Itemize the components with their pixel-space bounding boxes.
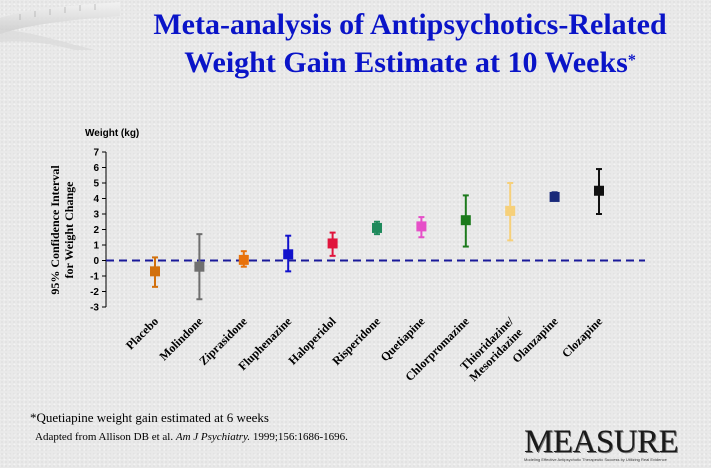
- error-bar-thioridazine: [505, 182, 516, 242]
- mean-marker: [594, 185, 604, 196]
- mean-marker: [460, 215, 471, 226]
- y-axis-ticks: 7 6 5 4 3 2 1 0 -1 -2 -3: [90, 148, 106, 314]
- error-bar-chlorpromazine: [460, 194, 471, 248]
- error-bar-fluphenazine: [283, 234, 294, 273]
- error-bar-molindone: [194, 233, 205, 301]
- y-tick-label: 1: [93, 241, 99, 252]
- y-axis-top-label: Weight (kg): [85, 128, 139, 139]
- mean-marker: [238, 254, 249, 265]
- x-tick-label: Risperidone: [329, 314, 383, 368]
- y-tick-label: 3: [93, 210, 99, 221]
- slide-title: Meta-analysis of Antipsychotics-Related …: [110, 6, 710, 82]
- error-bar-series: [150, 168, 604, 301]
- error-bar-haloperidol: [327, 231, 338, 257]
- y-tick-label: -2: [90, 287, 99, 298]
- tape-measure-icon: [0, 2, 120, 50]
- y-axis-title-line2: for Weight Change: [62, 181, 76, 279]
- mean-marker: [372, 222, 382, 233]
- citation-authors: Adapted from Allison DB et al.: [35, 431, 176, 443]
- slide-title-line2: Weight Gain Estimate at 10 Weeks*: [110, 44, 710, 82]
- mean-marker: [505, 205, 516, 216]
- title-asterisk: *: [627, 52, 636, 69]
- y-tick-label: 7: [93, 148, 99, 159]
- y-axis-title-line1: 95% Confidence Interval: [48, 165, 62, 295]
- footnote: *Quetiapine weight gain estimated at 6 w…: [30, 410, 269, 425]
- mean-marker: [150, 266, 160, 277]
- slide-title-line1: Meta-analysis of Antipsychotics-Related: [153, 8, 667, 41]
- citation: Adapted from Allison DB et al. Am J Psyc…: [35, 431, 348, 443]
- x-tick-label: Placebo: [123, 314, 161, 352]
- logo-tagline: Modeling Effective Antipsychotic Therape…: [524, 457, 667, 462]
- mean-marker: [549, 191, 560, 202]
- x-axis-labels: PlaceboMolindoneZiprasidoneFluphenazineH…: [123, 314, 606, 384]
- y-tick-label: -3: [90, 303, 99, 314]
- error-bar-placebo: [150, 256, 160, 288]
- mean-marker: [327, 238, 338, 249]
- error-bar-olanzapine: [549, 191, 560, 202]
- mean-marker: [416, 221, 427, 232]
- mean-marker: [194, 261, 205, 272]
- citation-journal: Am J Psychiatry.: [175, 431, 251, 443]
- slide-title-line2-text: Weight Gain Estimate at 10 Weeks: [184, 46, 628, 79]
- measure-logo: MEASURE Modeling Effective Antipsychotic…: [524, 424, 684, 465]
- error-bar-ziprasidone: [238, 250, 249, 268]
- citation-details: 1999;156:1686-1696.: [250, 431, 348, 443]
- y-tick-label: 5: [93, 179, 99, 190]
- x-tick-label: Clozapine: [559, 314, 606, 361]
- y-tick-label: -1: [90, 272, 99, 283]
- error-bar-clozapine: [594, 168, 604, 215]
- error-bar-quetiapine: [416, 216, 427, 239]
- y-tick-label: 4: [93, 194, 99, 205]
- error-bar-risperidone: [372, 220, 382, 236]
- logo-wordmark: MEASURE: [524, 424, 679, 460]
- y-tick-label: 0: [93, 256, 99, 267]
- y-tick-label: 6: [93, 163, 99, 174]
- mean-marker: [283, 249, 294, 260]
- y-tick-label: 2: [93, 225, 99, 236]
